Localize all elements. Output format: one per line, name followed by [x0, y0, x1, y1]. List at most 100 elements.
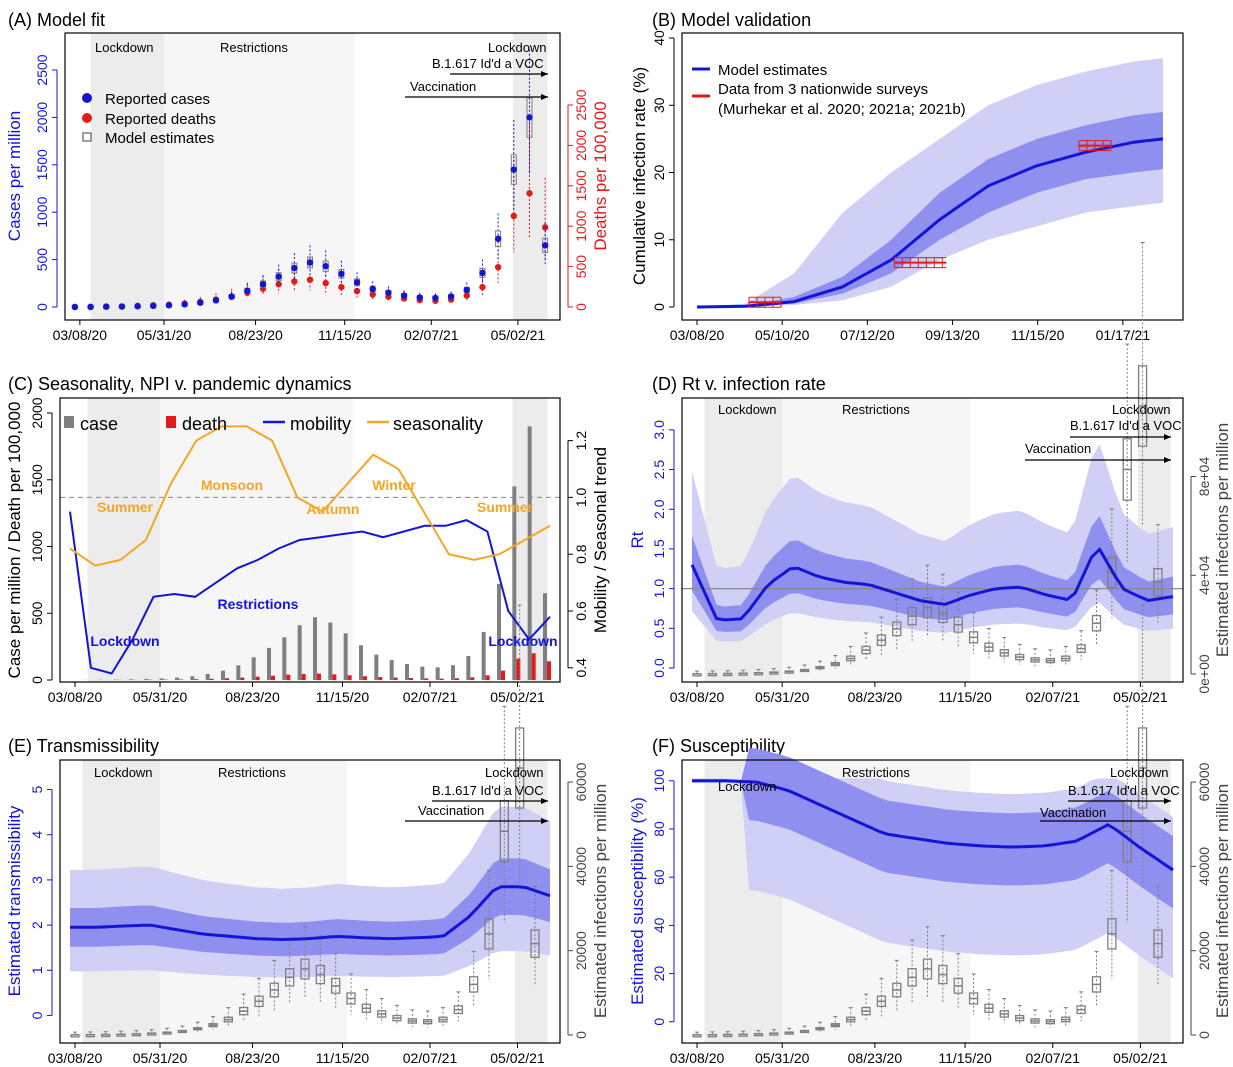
- y-tick-label-right: 1.0: [573, 487, 589, 507]
- case-bar: [527, 426, 532, 680]
- x-tick-label: 11/15/20: [938, 689, 992, 705]
- mean-line: [690, 546, 1174, 622]
- x-tick-label: 05/31/20: [755, 689, 810, 705]
- y-tick-label: 1500: [29, 464, 45, 495]
- case-bar: [205, 673, 210, 680]
- death-bar: [378, 677, 383, 680]
- reported-case-point: [322, 263, 329, 270]
- reported-case-point: [353, 279, 361, 286]
- panel-D: (D) Rt v. infection rate 03/08/20 05/31/20…: [628, 242, 1232, 705]
- y-tick-label: 1: [29, 966, 45, 974]
- y-tick-label-right: 1.2: [573, 431, 589, 451]
- x-tick-label: 11/15/20: [316, 1050, 370, 1066]
- reported-case-point: [306, 259, 314, 266]
- reported-case-point: [71, 303, 79, 311]
- annotation-lockdown2: Lockdown: [488, 40, 547, 55]
- npi-label: Restrictions: [218, 596, 299, 612]
- y-tick-label-right: 0: [1196, 1031, 1212, 1039]
- seasonality-line: [69, 425, 551, 567]
- annotation-restrictions: Restrictions: [220, 40, 288, 55]
- y-tick-label: 0: [651, 1018, 667, 1026]
- y-tick-label-right: 60000: [573, 762, 589, 801]
- plot-frame: [681, 397, 1184, 683]
- reported-death-point: [369, 291, 376, 298]
- y-axis-label: Estimated susceptibility (%): [628, 797, 647, 1005]
- reported-case-point: [118, 303, 126, 310]
- annotation-2: Lockdown: [1110, 765, 1169, 780]
- y-axis-label-right: Mobility / Seasonal trend: [591, 447, 610, 633]
- arrowhead: [541, 94, 548, 100]
- x-tick-label: 03/08/20: [670, 689, 725, 705]
- x-tick-label: 02/07/21: [404, 327, 459, 343]
- annotation-4: Vaccination: [1040, 805, 1106, 820]
- case-bar: [389, 659, 394, 680]
- death-bar: [209, 678, 214, 680]
- annotation-1: Restrictions: [842, 402, 910, 417]
- reported-case-point: [165, 302, 173, 309]
- y-tick-label: 1.0: [651, 579, 667, 599]
- case-bar: [221, 670, 225, 680]
- legend-label: Reported deaths: [105, 111, 216, 128]
- reported-case-point: [510, 166, 517, 173]
- y-tick-label: 0.0: [651, 658, 667, 678]
- reported-case-point: [447, 293, 455, 300]
- death-bar: [194, 679, 199, 680]
- y-tick-label: 30: [651, 97, 667, 113]
- lockdown-shade: [87, 398, 160, 682]
- y-tick-label: 80: [651, 821, 667, 837]
- arrowhead: [541, 818, 548, 824]
- plot-frame: [681, 32, 1184, 321]
- case-bar: [497, 583, 501, 680]
- y-tick-label-right: 0.8: [573, 544, 589, 564]
- x-tick-label: 05/31/20: [755, 1050, 810, 1066]
- case-bar: [512, 486, 517, 680]
- legend-label: seasonality: [393, 414, 483, 434]
- case-bar: [313, 617, 317, 680]
- reported-case-point: [385, 289, 392, 296]
- death-bar: [225, 678, 229, 680]
- y-tick-label-right: 2500: [573, 89, 589, 120]
- reported-case-point: [228, 293, 235, 300]
- legend-case-marker: [82, 93, 92, 103]
- x-tick-label: 02/07/21: [403, 1050, 458, 1066]
- case-bar: [466, 655, 471, 680]
- arrowhead: [1164, 798, 1171, 804]
- case-bar: [144, 678, 149, 680]
- y-tick-label: 1.5: [651, 539, 667, 559]
- reported-case-point: [87, 303, 94, 311]
- death-bar: [347, 675, 352, 680]
- panel-title: (D) Rt v. infection rate: [652, 374, 826, 394]
- annotation-4: Vaccination: [1025, 441, 1091, 456]
- y-axis-label: Estimated transmissibility: [5, 805, 24, 996]
- case-bar: [297, 625, 302, 680]
- panel-C: (C) Seasonality, NPI v. pandemic dynamic…: [5, 374, 610, 705]
- y-tick-label: 2.0: [651, 499, 667, 519]
- y-tick-label: 1000: [34, 196, 50, 227]
- reported-case-point: [150, 302, 157, 310]
- case-bar: [328, 622, 333, 680]
- y-tick-label: 40: [651, 917, 667, 933]
- y-tick-label-right: 20000: [573, 931, 589, 970]
- ci95-band: [697, 58, 1163, 308]
- y-axis-label: Case per million / Death per 100,000: [5, 402, 24, 679]
- reported-case-point: [432, 294, 439, 302]
- x-tick-label: 07/12/20: [840, 327, 895, 343]
- death-bar: [455, 678, 459, 680]
- panel-B: (B) Model validation 03/08/20 05/10/20 07/1…: [630, 10, 1184, 343]
- death-bar: [409, 677, 413, 680]
- y-tick-label: 20: [651, 966, 667, 982]
- reported-case-point: [463, 286, 470, 294]
- panel-title: (C) Seasonality, NPI v. pandemic dynamic…: [8, 374, 351, 394]
- y-axis-label: Rt: [628, 531, 647, 548]
- y-tick-label-right: 20000: [1196, 931, 1212, 970]
- y-tick-label-right: 4e+04: [1196, 555, 1212, 595]
- y-tick-label-right: 60000: [1196, 762, 1212, 801]
- y-tick-label: 3.0: [651, 420, 667, 440]
- death-bar: [317, 673, 321, 680]
- y-tick-label: 500: [29, 601, 45, 625]
- legend-label: case: [80, 414, 118, 434]
- panel-title: (B) Model validation: [652, 10, 811, 30]
- annotation-2: Lockdown: [485, 765, 544, 780]
- mean-line: [692, 779, 1174, 872]
